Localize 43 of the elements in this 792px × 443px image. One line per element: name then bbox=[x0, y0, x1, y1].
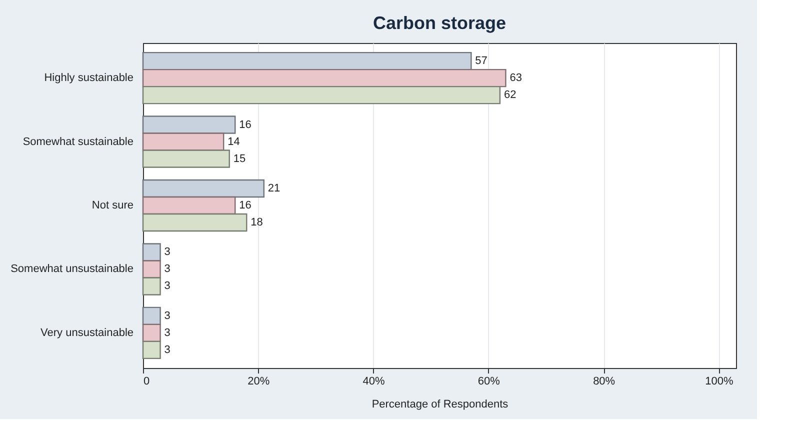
data-label: 63 bbox=[510, 72, 522, 84]
data-label: 15 bbox=[233, 152, 246, 165]
y-tick-label: Somewhat sustainable bbox=[22, 136, 134, 148]
data-label: 18 bbox=[250, 216, 263, 228]
bar bbox=[142, 213, 248, 232]
y-tick-label: Highly sustainable bbox=[44, 72, 134, 84]
bar bbox=[142, 243, 161, 262]
data-label: 16 bbox=[239, 118, 252, 131]
data-label: 3 bbox=[164, 280, 170, 292]
x-tick-label: 0 bbox=[144, 376, 150, 388]
bar bbox=[142, 68, 506, 88]
x-tick-label: 80% bbox=[593, 376, 616, 388]
bar bbox=[142, 196, 236, 215]
data-label: 3 bbox=[164, 246, 170, 258]
x-axis-title: Percentage of Respondents bbox=[372, 398, 509, 410]
bar bbox=[142, 324, 161, 342]
bar bbox=[142, 132, 224, 151]
bar bbox=[142, 86, 501, 104]
x-tick-label: 20% bbox=[248, 376, 270, 388]
data-label: 3 bbox=[164, 263, 170, 276]
bar bbox=[142, 277, 161, 296]
y-tick-label: Very unsustainable bbox=[40, 326, 134, 339]
data-label: 57 bbox=[475, 55, 488, 68]
data-label: 62 bbox=[504, 89, 516, 102]
bar bbox=[142, 340, 161, 360]
x-tick-label: 60% bbox=[478, 376, 500, 388]
x-tick-label: 40% bbox=[362, 376, 386, 388]
data-label: 14 bbox=[228, 136, 240, 148]
bar bbox=[142, 179, 265, 198]
bar bbox=[142, 116, 236, 134]
data-label: 3 bbox=[164, 326, 170, 339]
x-tick-label: 100% bbox=[705, 376, 734, 388]
bar bbox=[142, 306, 161, 326]
chart-title: Carbon storage bbox=[372, 13, 506, 33]
data-label: 3 bbox=[164, 310, 170, 322]
data-label: 16 bbox=[239, 200, 252, 212]
bar bbox=[142, 52, 472, 70]
bar bbox=[142, 260, 161, 278]
y-tick-label: Somewhat unsustainable bbox=[10, 263, 134, 276]
data-label: 21 bbox=[268, 182, 280, 195]
y-tick-label: Not sure bbox=[92, 200, 134, 212]
data-label: 3 bbox=[164, 344, 170, 356]
bar bbox=[142, 150, 230, 168]
